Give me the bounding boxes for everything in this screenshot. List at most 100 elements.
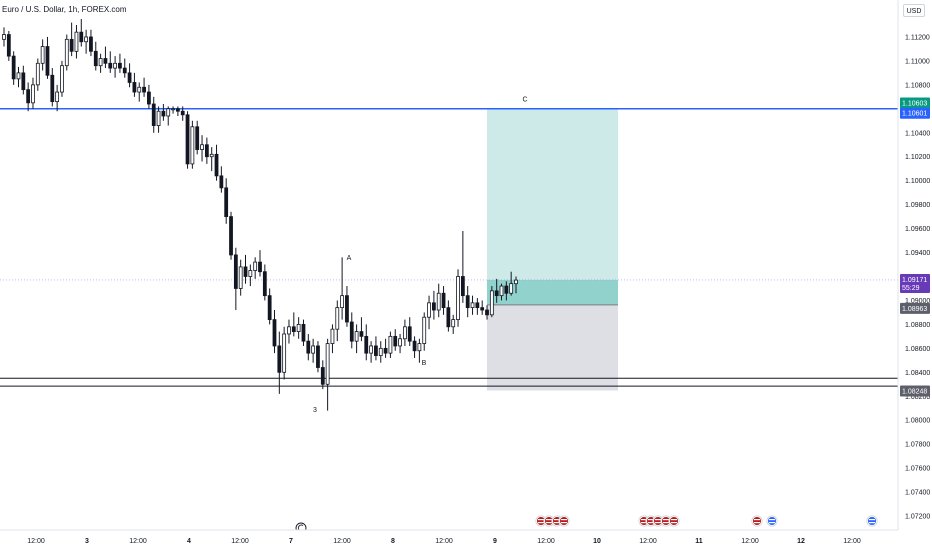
candle[interactable] <box>79 18 84 47</box>
candle[interactable] <box>248 264 253 287</box>
candle[interactable] <box>422 312 427 351</box>
candle[interactable] <box>427 295 431 330</box>
candle[interactable] <box>296 317 301 339</box>
candle[interactable] <box>224 178 229 224</box>
candle[interactable] <box>2 27 6 47</box>
candle[interactable] <box>485 305 489 320</box>
candle[interactable] <box>330 324 335 354</box>
candle[interactable] <box>383 338 388 358</box>
candle[interactable] <box>364 324 369 361</box>
candle[interactable] <box>398 333 402 354</box>
candle[interactable] <box>243 254 248 284</box>
candle[interactable] <box>514 276 518 294</box>
candle[interactable] <box>446 300 451 332</box>
time-axis[interactable]: 12:00 3 12:00 4 12:00 7 12:00 8 12:00 9 12:00 10 12:… <box>0 529 907 550</box>
candle[interactable] <box>26 82 31 112</box>
candle[interactable] <box>470 295 475 315</box>
candle[interactable] <box>378 341 383 363</box>
candle[interactable] <box>349 312 354 349</box>
candle[interactable] <box>156 106 161 133</box>
candle[interactable] <box>374 336 378 361</box>
event-flag-icon[interactable] <box>751 515 763 527</box>
candle[interactable] <box>229 211 233 260</box>
candle[interactable] <box>132 72 137 97</box>
candle[interactable] <box>219 166 224 193</box>
candle[interactable] <box>233 247 238 311</box>
event-flag-icon[interactable] <box>652 515 664 527</box>
candle[interactable] <box>166 106 171 126</box>
candle[interactable] <box>359 317 364 342</box>
candle[interactable] <box>277 331 282 394</box>
candle[interactable] <box>287 319 291 344</box>
candle[interactable] <box>272 310 277 354</box>
candle[interactable] <box>354 324 359 354</box>
candle[interactable] <box>431 290 436 320</box>
candle[interactable] <box>180 106 185 121</box>
candle[interactable] <box>465 286 470 318</box>
event-flag-icon[interactable] <box>558 515 570 527</box>
candle[interactable] <box>122 58 127 78</box>
candle[interactable] <box>21 65 26 95</box>
candle[interactable] <box>113 56 117 78</box>
candle[interactable] <box>195 120 200 155</box>
candle[interactable] <box>185 111 190 169</box>
candle[interactable] <box>118 53 122 73</box>
candle[interactable] <box>40 39 45 71</box>
candle[interactable] <box>60 60 64 97</box>
candle[interactable] <box>69 22 74 57</box>
candle[interactable] <box>214 144 219 181</box>
candle[interactable] <box>16 66 21 88</box>
candle[interactable] <box>417 338 422 363</box>
candle[interactable] <box>147 84 151 109</box>
candle[interactable] <box>238 259 243 296</box>
candle[interactable] <box>480 300 485 315</box>
candle[interactable] <box>509 271 514 296</box>
candle[interactable] <box>335 300 340 342</box>
candle[interactable] <box>311 338 316 363</box>
candle[interactable] <box>369 341 373 363</box>
candle[interactable] <box>31 77 35 109</box>
candle[interactable] <box>175 106 180 116</box>
candle[interactable] <box>494 278 499 303</box>
candle[interactable] <box>190 120 195 169</box>
candle[interactable] <box>50 68 55 107</box>
position-tool[interactable] <box>487 108 618 391</box>
candle[interactable] <box>403 319 407 346</box>
candle[interactable] <box>436 283 441 318</box>
stop-zone[interactable] <box>487 304 618 391</box>
candle[interactable] <box>282 326 287 380</box>
currency-button[interactable]: USD <box>903 4 925 17</box>
candle[interactable] <box>504 281 509 301</box>
economic-event-icons[interactable] <box>295 515 878 534</box>
candle[interactable] <box>108 51 113 73</box>
candle[interactable] <box>340 257 345 320</box>
event-flag-icon[interactable] <box>866 515 878 527</box>
candle[interactable] <box>84 29 89 54</box>
candle[interactable] <box>393 329 398 351</box>
candle[interactable] <box>475 298 480 315</box>
candle[interactable] <box>253 257 258 279</box>
candle[interactable] <box>301 319 306 346</box>
candle[interactable] <box>258 250 262 277</box>
candle[interactable] <box>316 341 320 373</box>
profit-zone[interactable] <box>487 108 618 305</box>
candle[interactable] <box>35 58 40 91</box>
candle[interactable] <box>407 317 412 346</box>
candle[interactable] <box>262 264 267 301</box>
candle[interactable] <box>345 286 349 327</box>
candle[interactable] <box>89 29 93 57</box>
candle[interactable] <box>93 41 98 71</box>
candlestick-series[interactable] <box>2 18 518 411</box>
candle[interactable] <box>456 269 460 327</box>
candle[interactable] <box>45 36 50 79</box>
horizontal-lines[interactable] <box>0 107 898 387</box>
candle[interactable] <box>388 331 393 358</box>
candle[interactable] <box>306 333 311 361</box>
candle[interactable] <box>142 77 146 97</box>
candle[interactable] <box>55 84 60 112</box>
candle[interactable] <box>320 360 325 390</box>
candle[interactable] <box>64 34 69 71</box>
candle[interactable] <box>151 96 156 133</box>
candle[interactable] <box>267 288 272 325</box>
